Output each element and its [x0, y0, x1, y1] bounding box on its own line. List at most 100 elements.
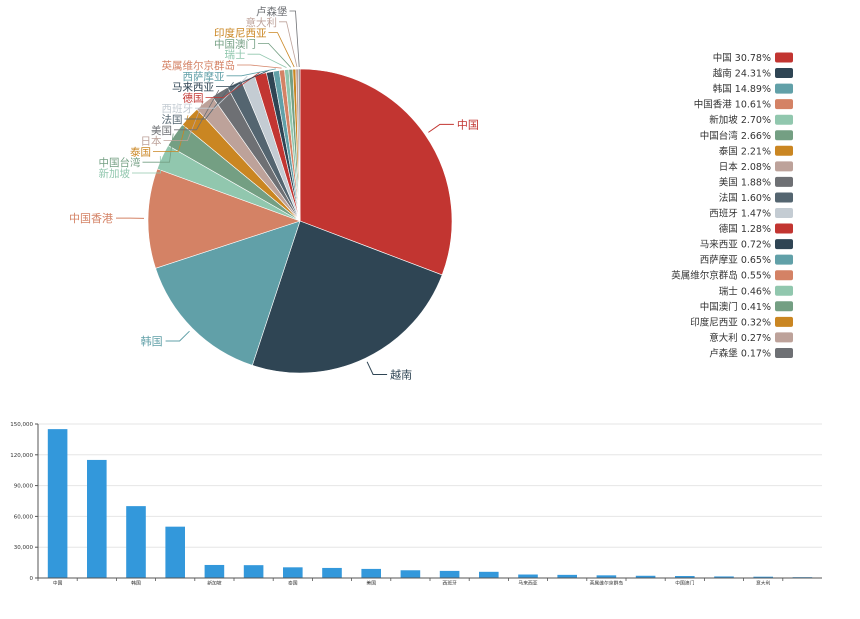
- legend-label: 泰国 2.21%: [719, 145, 771, 157]
- bar[interactable]: [557, 574, 577, 578]
- pie-label: 西萨摩亚: [183, 70, 225, 83]
- bar[interactable]: [283, 567, 303, 578]
- legend-swatch: [775, 83, 793, 94]
- pie-label-line: [237, 64, 282, 69]
- pie-label-line: [428, 123, 454, 133]
- legend-item[interactable]: 泰国 2.21%: [719, 145, 793, 157]
- legend-swatch: [775, 208, 793, 218]
- pie-slice[interactable]: [298, 68, 301, 222]
- legend-swatch: [775, 270, 793, 281]
- legend-label: 中国香港 10.61%: [694, 99, 771, 111]
- legend-item[interactable]: 法国 1.60%: [719, 192, 793, 204]
- legend-item[interactable]: 德国 1.28%: [719, 223, 793, 235]
- pie-label: 中国台湾: [99, 156, 141, 169]
- legend-label: 美国 1.88%: [719, 176, 771, 188]
- pie-label-line: [132, 156, 161, 174]
- legend-swatch: [775, 301, 793, 312]
- legend-item[interactable]: 中国 30.78%: [713, 52, 793, 64]
- bar[interactable]: [439, 570, 460, 578]
- x-tick-label: 美国: [366, 580, 376, 587]
- legend-swatch: [775, 176, 793, 187]
- pie-label: 马来西亚: [172, 82, 214, 94]
- legend-label: 意大利 0.27%: [709, 332, 771, 344]
- legend-item[interactable]: 中国澳门 0.41%: [700, 301, 793, 313]
- bar[interactable]: [361, 568, 381, 578]
- legend-item[interactable]: 美国 1.88%: [719, 176, 793, 188]
- bar[interactable]: [165, 526, 185, 578]
- pie-label-line: [153, 115, 189, 152]
- bar[interactable]: [322, 567, 342, 578]
- pie-label-line: [205, 71, 261, 98]
- legend-label: 日本 2.08%: [719, 161, 771, 173]
- legend-label: 中国台湾 2.66%: [700, 130, 771, 142]
- bar[interactable]: [714, 576, 734, 578]
- y-tick-label: 120,000: [10, 453, 33, 459]
- legend-swatch: [775, 285, 793, 296]
- bar[interactable]: [47, 429, 68, 578]
- legend-swatch: [775, 130, 793, 141]
- pie-label: 英属维尔京群岛: [162, 59, 236, 72]
- legend-item[interactable]: 马来西亚 0.72%: [700, 239, 793, 251]
- pie-label: 美国: [151, 124, 172, 137]
- pie-slice[interactable]: [299, 68, 453, 276]
- legend-item[interactable]: 英属维尔京群岛 0.55%: [671, 270, 793, 282]
- legend-label: 韩国 14.89%: [713, 83, 771, 95]
- bar[interactable]: [675, 576, 695, 578]
- pie-slice[interactable]: [147, 168, 301, 269]
- bar[interactable]: [243, 565, 264, 578]
- legend-item[interactable]: 瑞士 0.46%: [719, 285, 793, 297]
- legend-item[interactable]: 中国台湾 2.66%: [700, 130, 793, 142]
- legend-swatch: [775, 192, 793, 203]
- legend-item[interactable]: 印度尼西亚 0.32%: [690, 316, 793, 328]
- legend-label: 法国 1.60%: [719, 192, 771, 204]
- legend-item[interactable]: 西班牙 1.47%: [709, 208, 793, 220]
- legend-swatch: [775, 52, 793, 63]
- pie-label-line: [279, 21, 298, 68]
- pie-label-line: [184, 81, 234, 120]
- pie-label-line: [289, 10, 300, 68]
- legend-label: 西班牙 1.47%: [709, 208, 771, 220]
- pie-label: 瑞士: [225, 48, 246, 61]
- legend-item[interactable]: 越南 24.31%: [713, 68, 793, 80]
- pie-label-line: [216, 69, 270, 87]
- pie-label: 中国澳门: [214, 37, 256, 50]
- legend-item[interactable]: 卢森堡 0.17%: [709, 347, 793, 359]
- bar[interactable]: [753, 576, 773, 578]
- x-tick-label: 中国: [53, 580, 63, 587]
- bar[interactable]: [596, 575, 617, 578]
- bar[interactable]: [126, 506, 146, 578]
- x-tick-label: 意大利: [756, 580, 771, 587]
- bar[interactable]: [518, 574, 538, 578]
- y-tick-label: 60,000: [14, 514, 34, 520]
- pie-label-line: [163, 101, 204, 142]
- bar[interactable]: [87, 459, 107, 578]
- legend-swatch: [775, 68, 793, 79]
- pie-slice[interactable]: [155, 220, 301, 366]
- legend-item[interactable]: 中国香港 10.61%: [694, 99, 793, 111]
- legend-label: 瑞士 0.46%: [719, 285, 771, 297]
- bar[interactable]: [400, 570, 421, 578]
- bar[interactable]: [204, 564, 225, 578]
- legend-label: 马来西亚 0.72%: [700, 240, 771, 251]
- pie-label: 越南: [390, 367, 412, 381]
- x-tick-label: 泰国: [288, 580, 298, 587]
- pie-label-line: [165, 330, 190, 342]
- pie-label: 印度尼西亚: [214, 27, 267, 40]
- pie-slice[interactable]: [251, 220, 443, 374]
- legend-swatch: [775, 254, 793, 265]
- legend-item[interactable]: 新加坡 2.70%: [709, 114, 793, 126]
- legend-swatch: [775, 114, 793, 125]
- legend-item[interactable]: 意大利 0.27%: [709, 332, 793, 344]
- legend-item[interactable]: 日本 2.08%: [719, 161, 793, 173]
- legend-item[interactable]: 西萨摩亚 0.65%: [700, 254, 793, 266]
- pie-label-line: [174, 89, 220, 131]
- legend-swatch: [775, 332, 793, 343]
- bar[interactable]: [479, 571, 499, 578]
- pie-legend: 中国 30.78% 越南 24.31% 韩国 14.89% 中国香港 10.61% 新加…: [671, 52, 793, 359]
- x-tick-label: 韩国: [131, 580, 141, 587]
- x-tick-label: 中国澳门: [675, 580, 694, 587]
- bar[interactable]: [635, 575, 656, 578]
- legend-swatch: [775, 99, 793, 110]
- legend-item[interactable]: 韩国 14.89%: [713, 83, 793, 95]
